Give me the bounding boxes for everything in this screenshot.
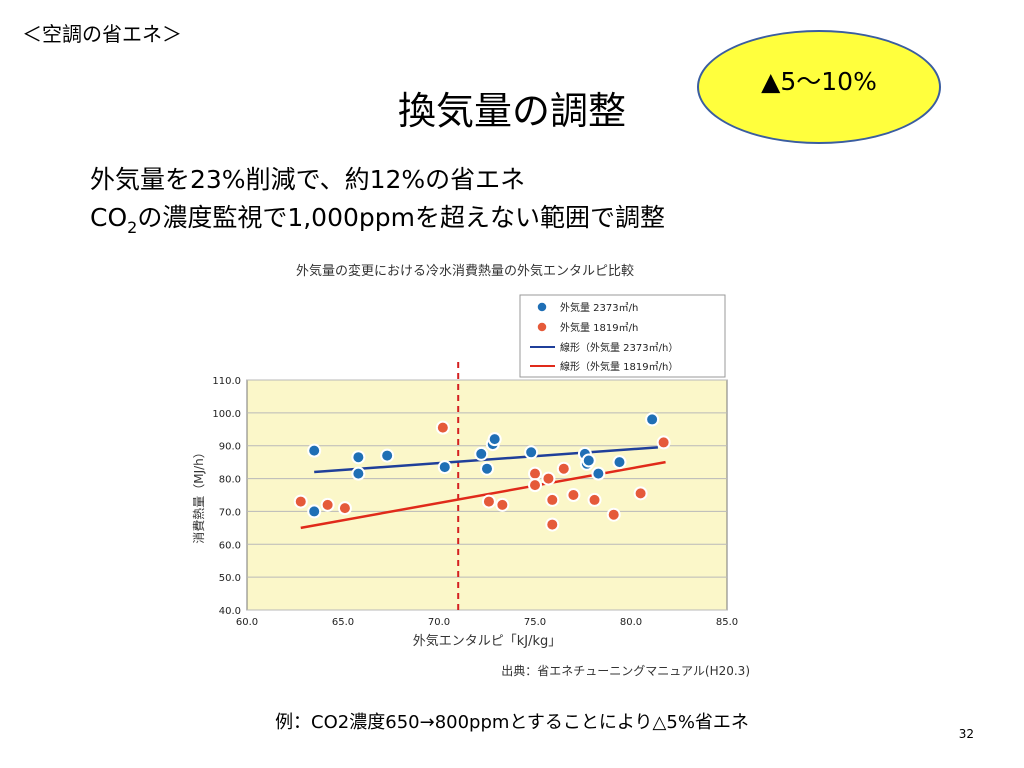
- legend-label-1819: 外気量 1819㎥/h: [560, 321, 638, 334]
- savings-badge: [697, 30, 941, 144]
- data-point-series-1: [606, 507, 621, 522]
- bullet2-rest: の濃度監視で1,000ppmを超えない範囲で調整: [137, 203, 665, 232]
- legend-marker-2373: [536, 301, 548, 313]
- co2-subscript: 2: [127, 218, 138, 237]
- data-point-series-0: [351, 450, 366, 465]
- data-point-series-1: [320, 497, 335, 512]
- data-point-series-1: [495, 497, 510, 512]
- legend-label-trend-1819: 線形（外気量 1819㎥/h）: [560, 360, 678, 373]
- x-tick-label: 75.0: [524, 617, 546, 628]
- data-point-series-0: [307, 443, 322, 458]
- slide-title: 換気量の調整: [397, 89, 626, 133]
- trendline-0: [314, 446, 658, 474]
- y-tick-label: 80.0: [219, 475, 241, 486]
- data-point-series-0: [474, 446, 489, 461]
- data-point-series-1: [528, 478, 542, 493]
- y-tick-label: 90.0: [219, 442, 241, 453]
- data-point-series-0: [645, 412, 660, 427]
- data-point-series-0: [612, 455, 627, 470]
- data-point-series-0: [307, 504, 322, 519]
- savings-badge-text: ▲5～10%: [761, 67, 877, 96]
- data-point-series-0: [487, 432, 502, 447]
- chart-legend: 外気量 2373㎥/h 外気量 1819㎥/h 線形（外気量 2373㎥/h） …: [519, 294, 726, 378]
- chart-title: 外気量の変更における冷水消費熱量の外気エンタルピ比較: [296, 263, 634, 279]
- y-tick-label: 100.0: [212, 409, 241, 420]
- data-point-series-1: [481, 494, 496, 509]
- x-axis-label: 外気エンタルピ「kJ/kg」: [413, 633, 562, 649]
- data-point-series-0: [380, 448, 395, 463]
- y-tick-label: 50.0: [219, 573, 241, 584]
- data-point-series-1: [541, 471, 556, 486]
- x-tick-label: 65.0: [332, 617, 354, 628]
- x-tick-label: 85.0: [716, 617, 738, 628]
- data-point-series-0: [437, 460, 452, 475]
- bullet-outdoor-air-reduction: 外気量を23%削減で、約12%の省エネ: [90, 165, 526, 194]
- data-point-series-1: [528, 466, 542, 481]
- data-point-series-0: [480, 461, 494, 476]
- data-point-series-0: [581, 453, 596, 468]
- data-point-series-1: [545, 517, 560, 532]
- data-point-series-1: [587, 492, 602, 507]
- y-axis-label: 消費熱量（MJ/h）: [191, 446, 206, 544]
- enthalpy-scatter-chart: 外気量の変更における冷水消費熱量の外気エンタルピ比較 40.0 50.0 60.0 7…: [191, 263, 750, 678]
- x-tick-label: 80.0: [620, 617, 642, 628]
- page-number: 32: [958, 727, 974, 741]
- bullet-co2-monitoring: CO2の濃度監視で1,000ppmを超えない範囲で調整: [90, 198, 665, 237]
- data-point-series-1: [556, 461, 571, 476]
- co2-text: CO: [90, 203, 128, 232]
- footnote-example: 例：CO2濃度650→800ppmとすることにより△5%省エネ: [275, 712, 749, 733]
- source-credit: 出典：省エネチューニングマニュアル(H20.3): [501, 664, 750, 678]
- data-point-series-1: [293, 494, 308, 509]
- section-label: ＜空調の省エネ＞: [22, 22, 182, 46]
- data-point-series-1: [656, 435, 671, 450]
- data-points: [293, 412, 671, 532]
- data-point-series-1: [566, 488, 581, 502]
- data-point-series-0: [524, 445, 539, 460]
- legend-marker-1819: [536, 321, 548, 333]
- legend-label-2373: 外気量 2373㎥/h: [560, 301, 638, 314]
- data-point-series-0: [351, 466, 366, 481]
- data-point-series-1: [633, 486, 648, 501]
- data-point-series-1: [435, 420, 450, 435]
- y-tick-label: 70.0: [219, 507, 241, 518]
- y-tick-label: 110.0: [212, 376, 241, 387]
- legend-label-trend-2373: 線形（外気量 2373㎥/h）: [560, 341, 678, 354]
- y-tick-label: 60.0: [219, 540, 241, 551]
- data-point-series-1: [545, 492, 560, 507]
- legend-box: [519, 294, 726, 378]
- data-point-series-0: [591, 466, 606, 481]
- x-tick-label: 60.0: [236, 617, 258, 628]
- y-tick-label: 40.0: [219, 606, 241, 617]
- x-tick-label: 70.0: [428, 617, 450, 628]
- data-point-series-1: [337, 501, 352, 516]
- axis-ticks: 40.0 50.0 60.0 70.0 80.0 90.0 100.0 110.0 60.0 65…: [212, 376, 738, 628]
